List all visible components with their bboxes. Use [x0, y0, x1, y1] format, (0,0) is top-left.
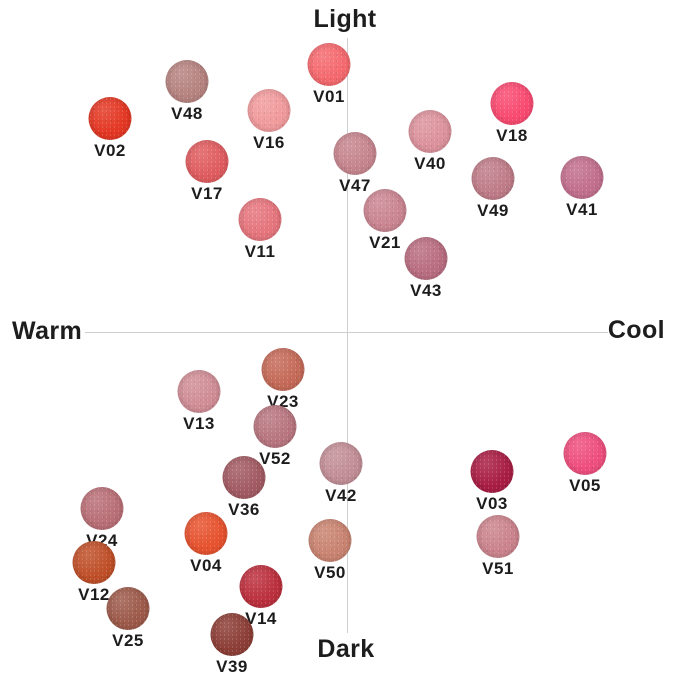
shade-dot-v24	[80, 486, 124, 530]
shade-dot-v36	[222, 455, 266, 499]
shade-swatch-v05: V05	[563, 431, 607, 496]
shade-swatch-v14: V14	[239, 564, 283, 629]
shade-swatch-v12: V12	[72, 540, 116, 605]
shade-dot-v12	[72, 540, 116, 584]
shade-label-v04: V04	[190, 555, 222, 575]
shade-dot-v11	[238, 197, 282, 241]
shade-label-v52: V52	[259, 448, 291, 468]
shade-swatch-v21: V21	[363, 188, 407, 253]
shade-dot-v18	[490, 81, 534, 125]
shade-swatch-v39: V39	[210, 612, 254, 677]
shade-dot-v51	[476, 514, 520, 558]
shade-label-v43: V43	[410, 280, 442, 300]
shade-dot-v21	[363, 188, 407, 232]
shade-label-v40: V40	[414, 153, 446, 173]
shade-dot-v41	[560, 155, 604, 199]
shade-swatch-v41: V41	[560, 155, 604, 220]
shade-swatch-v40: V40	[408, 109, 452, 174]
shade-dot-v23	[261, 347, 305, 391]
shade-swatch-v52: V52	[253, 404, 297, 469]
shade-swatch-v36: V36	[222, 455, 266, 520]
shade-swatch-v49: V49	[471, 156, 515, 221]
shade-dot-v13	[177, 369, 221, 413]
shade-dot-v25	[106, 586, 150, 630]
shade-swatch-v02: V02	[88, 96, 132, 161]
shade-swatch-v01: V01	[307, 42, 351, 107]
shade-label-v49: V49	[477, 200, 509, 220]
horizontal-axis-line	[85, 332, 608, 333]
shade-swatch-v51: V51	[476, 514, 520, 579]
axis-label-light: Light	[313, 5, 377, 33]
shade-label-v36: V36	[228, 499, 260, 519]
shade-swatch-v11: V11	[238, 197, 282, 262]
shade-swatch-v16: V16	[247, 88, 291, 153]
shade-swatch-v48: V48	[165, 59, 209, 124]
shade-swatch-v23: V23	[261, 347, 305, 412]
shade-label-v11: V11	[244, 241, 276, 261]
shade-swatch-v03: V03	[470, 449, 514, 514]
shade-swatch-v13: V13	[177, 369, 221, 434]
shade-label-v17: V17	[191, 183, 223, 203]
shade-label-v42: V42	[325, 485, 357, 505]
shade-label-v18: V18	[496, 125, 528, 145]
shade-dot-v42	[319, 441, 363, 485]
shade-swatch-v47: V47	[333, 131, 377, 196]
shade-dot-v49	[471, 156, 515, 200]
shade-label-v13: V13	[183, 413, 215, 433]
shade-label-v25: V25	[112, 630, 144, 650]
shade-dot-v02	[88, 96, 132, 140]
shade-swatch-v25: V25	[106, 586, 150, 651]
shade-label-v48: V48	[171, 103, 203, 123]
shade-dot-v14	[239, 564, 283, 608]
shade-dot-v43	[404, 236, 448, 280]
shade-label-v12: V12	[78, 584, 110, 604]
shade-label-v50: V50	[314, 562, 346, 582]
shade-dot-v03	[470, 449, 514, 493]
shade-dot-v40	[408, 109, 452, 153]
shade-dot-v05	[563, 431, 607, 475]
shade-label-v21: V21	[369, 232, 401, 252]
shade-swatch-v17: V17	[185, 139, 229, 204]
shade-label-v01: V01	[313, 86, 345, 106]
axis-label-warm: Warm	[12, 317, 83, 345]
shade-dot-v52	[253, 404, 297, 448]
shade-label-v03: V03	[476, 493, 508, 513]
shade-label-v05: V05	[569, 475, 601, 495]
shade-label-v47: V47	[339, 175, 371, 195]
shade-label-v51: V51	[482, 558, 514, 578]
axis-label-dark: Dark	[317, 635, 375, 663]
shade-label-v02: V02	[94, 140, 126, 160]
shade-label-v14: V14	[245, 608, 277, 628]
shade-dot-v47	[333, 131, 377, 175]
shade-swatch-v04: V04	[184, 511, 228, 576]
vertical-axis-line	[347, 38, 348, 633]
shade-swatch-v18: V18	[490, 81, 534, 146]
shade-swatch-v42: V42	[319, 441, 363, 506]
shade-dot-v01	[307, 42, 351, 86]
shade-label-v16: V16	[253, 132, 285, 152]
shade-label-v39: V39	[216, 656, 248, 676]
shade-swatch-v50: V50	[308, 518, 352, 583]
shade-label-v41: V41	[566, 199, 598, 219]
shade-dot-v16	[247, 88, 291, 132]
shade-dot-v50	[308, 518, 352, 562]
shade-dot-v39	[210, 612, 254, 656]
shade-dot-v17	[185, 139, 229, 183]
axis-label-cool: Cool	[607, 316, 665, 344]
shade-dot-v04	[184, 511, 228, 555]
shade-dot-v48	[165, 59, 209, 103]
shade-swatch-v43: V43	[404, 236, 448, 301]
